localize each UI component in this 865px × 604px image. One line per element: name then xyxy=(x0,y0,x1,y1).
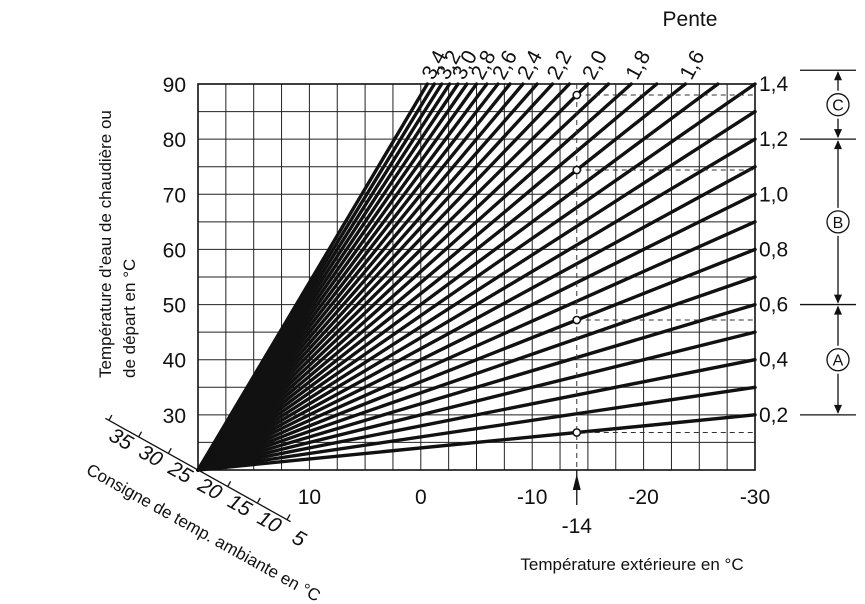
slope-label-top: 2,2 xyxy=(543,47,577,84)
reference-marker xyxy=(572,165,582,175)
y-tick-label: 80 xyxy=(163,129,186,152)
heating-curve-0-6 xyxy=(196,302,757,472)
slope-label-right: 0,6 xyxy=(759,294,788,317)
heating-curve-0-3 xyxy=(196,385,757,472)
heating-curve-1-1 xyxy=(196,165,757,472)
reference-marker xyxy=(572,90,582,100)
heating-curve-3-3 xyxy=(196,82,437,472)
x-tick-label: -30 xyxy=(740,486,770,509)
range-badge-b xyxy=(826,210,850,234)
heating-curve-1-6 xyxy=(196,82,688,472)
room-setpoint-tick-label: 35 xyxy=(105,424,137,456)
slope-label-top: 2,4 xyxy=(513,46,547,83)
reference-arrow xyxy=(572,474,581,490)
heating-curve-2-7 xyxy=(196,82,489,472)
room-setpoint-tick xyxy=(256,497,261,504)
heating-curve-0-8 xyxy=(196,247,757,472)
y-axis-title-line-2: de départ en °C xyxy=(120,259,139,378)
chart-labels: 3,43,23,02,82,62,42,2 2,0 1,8 1,61,41,21,00… xyxy=(105,46,844,551)
slope-label-top: 2,0 xyxy=(578,47,612,84)
heating-curve-1-4 xyxy=(196,82,757,472)
heating-curve-3-1 xyxy=(196,82,452,472)
y-tick-label: 90 xyxy=(163,74,186,97)
y-tick-label: 50 xyxy=(163,295,186,318)
x-tick-label: -20 xyxy=(628,486,658,509)
heating-curve-2-5 xyxy=(196,82,512,472)
heating-curve-1-2 xyxy=(196,137,757,472)
slope-label-top: 1,8 xyxy=(621,47,655,84)
heating-curve-1-8 xyxy=(196,82,633,472)
range-label-a: A xyxy=(833,353,844,370)
range-label-c: C xyxy=(832,98,844,115)
range-badge-c xyxy=(826,93,850,117)
heating-curve-0-4 xyxy=(196,358,757,472)
heating-curve-2-3 xyxy=(196,82,539,472)
y-tick-label: 70 xyxy=(163,184,186,207)
slope-label-right: 1,2 xyxy=(759,128,788,151)
heating-curve-2-9 xyxy=(196,82,469,472)
x-tick-label: -10 xyxy=(517,486,547,509)
heating-curve-1-5 xyxy=(196,82,720,472)
heating-curve-1-7 xyxy=(196,82,659,472)
y-tick-label: 60 xyxy=(163,239,186,262)
room-setpoint-tick-label: 30 xyxy=(135,440,167,472)
range-arrow-up xyxy=(834,140,842,150)
room-setpoint-tick xyxy=(286,514,291,520)
x-tick-label: 0 xyxy=(415,486,427,509)
heating-curve-2 xyxy=(196,82,590,472)
reference-lines xyxy=(105,69,856,523)
heating-curve-0-5 xyxy=(196,330,757,472)
range-arrow-up xyxy=(834,71,842,81)
room-setpoint-tick-label: 20 xyxy=(193,473,226,505)
range-arrow-up xyxy=(834,305,842,315)
heating-curve-0-9 xyxy=(196,220,757,472)
room-setpoint-tick-label: 10 xyxy=(253,507,285,539)
range-arrow-down xyxy=(834,404,842,414)
heating-curve-2-1 xyxy=(196,82,572,472)
heating-curve-0-2 xyxy=(196,413,757,472)
heating-curve-1 xyxy=(196,192,757,472)
x-axis-title: Température extérieure en °C xyxy=(520,555,743,574)
range-label-b: B xyxy=(833,215,844,232)
slope-label-right: 0,8 xyxy=(759,238,788,261)
range-badge-a xyxy=(826,348,850,372)
reference-marker xyxy=(572,315,582,325)
slope-label-right: 0,4 xyxy=(759,349,789,372)
room-setpoint-tick xyxy=(197,464,202,471)
slope-label-right: 0,2 xyxy=(759,404,788,427)
x-tick-label: 10 xyxy=(298,486,321,509)
y-axis-title-line-1: Température d'eau de chaudière ou xyxy=(96,110,115,378)
room-setpoint-tick xyxy=(167,447,172,454)
range-arrow-down xyxy=(834,129,842,139)
slope-label-right: 1,4 xyxy=(759,73,789,96)
heating-curve-2-2 xyxy=(196,82,555,472)
heating-curve-1-9 xyxy=(196,82,611,472)
range-arrow-down xyxy=(834,294,842,304)
heating-curve-0-7 xyxy=(196,275,757,472)
reference-marker xyxy=(572,428,582,437)
room-setpoint-tick-label: 5 xyxy=(288,526,310,552)
room-setpoint-tick xyxy=(227,481,232,487)
room-setpoint-tick-label: 15 xyxy=(224,490,256,522)
slope-label-right: 1,0 xyxy=(759,183,788,206)
y-tick-label: 40 xyxy=(163,350,186,373)
slope-label-top: 1,6 xyxy=(675,47,709,84)
room-setpoint-tick-label: 25 xyxy=(164,456,197,488)
heating-curves xyxy=(196,82,757,472)
reference-x-label: -14 xyxy=(562,515,593,538)
y-tick-label: 30 xyxy=(163,405,186,428)
slope-title: Pente xyxy=(663,8,718,31)
heating-curve-1-3 xyxy=(196,109,757,472)
room-setpoint-tick xyxy=(138,431,143,438)
room-setpoint-tick xyxy=(108,414,113,421)
